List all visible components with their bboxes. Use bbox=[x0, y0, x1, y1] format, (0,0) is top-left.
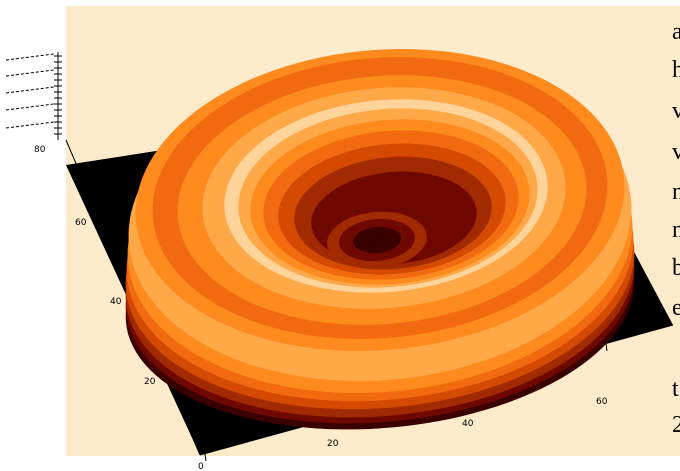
y-tick-label: 40 bbox=[110, 297, 122, 307]
x-tick-label: 60 bbox=[596, 397, 608, 407]
side-text-line: 2 bbox=[672, 412, 680, 438]
side-text-line: h bbox=[672, 57, 680, 83]
side-text-line: v bbox=[672, 98, 680, 124]
ring-bowl-center bbox=[353, 226, 401, 254]
z-leader-lines bbox=[5, 53, 55, 129]
side-text-line: n bbox=[672, 179, 680, 205]
x-tick-label: 40 bbox=[462, 419, 474, 429]
side-text-line: a bbox=[672, 19, 680, 45]
y-tick-label: 20 bbox=[144, 377, 156, 387]
side-text-line: n bbox=[672, 217, 680, 243]
x-tick-label: 0 bbox=[198, 462, 204, 471]
x-tick-label: 20 bbox=[327, 439, 339, 449]
side-text-line: v bbox=[672, 139, 680, 165]
z-ticks bbox=[54, 55, 62, 135]
side-text-line: t bbox=[672, 376, 679, 402]
side-text-line: e bbox=[672, 295, 680, 321]
y-tick-label: 60 bbox=[75, 218, 87, 228]
z-tick-label: 80 bbox=[34, 145, 46, 155]
ring-surface bbox=[125, 49, 635, 430]
side-text-line: b bbox=[672, 255, 680, 281]
